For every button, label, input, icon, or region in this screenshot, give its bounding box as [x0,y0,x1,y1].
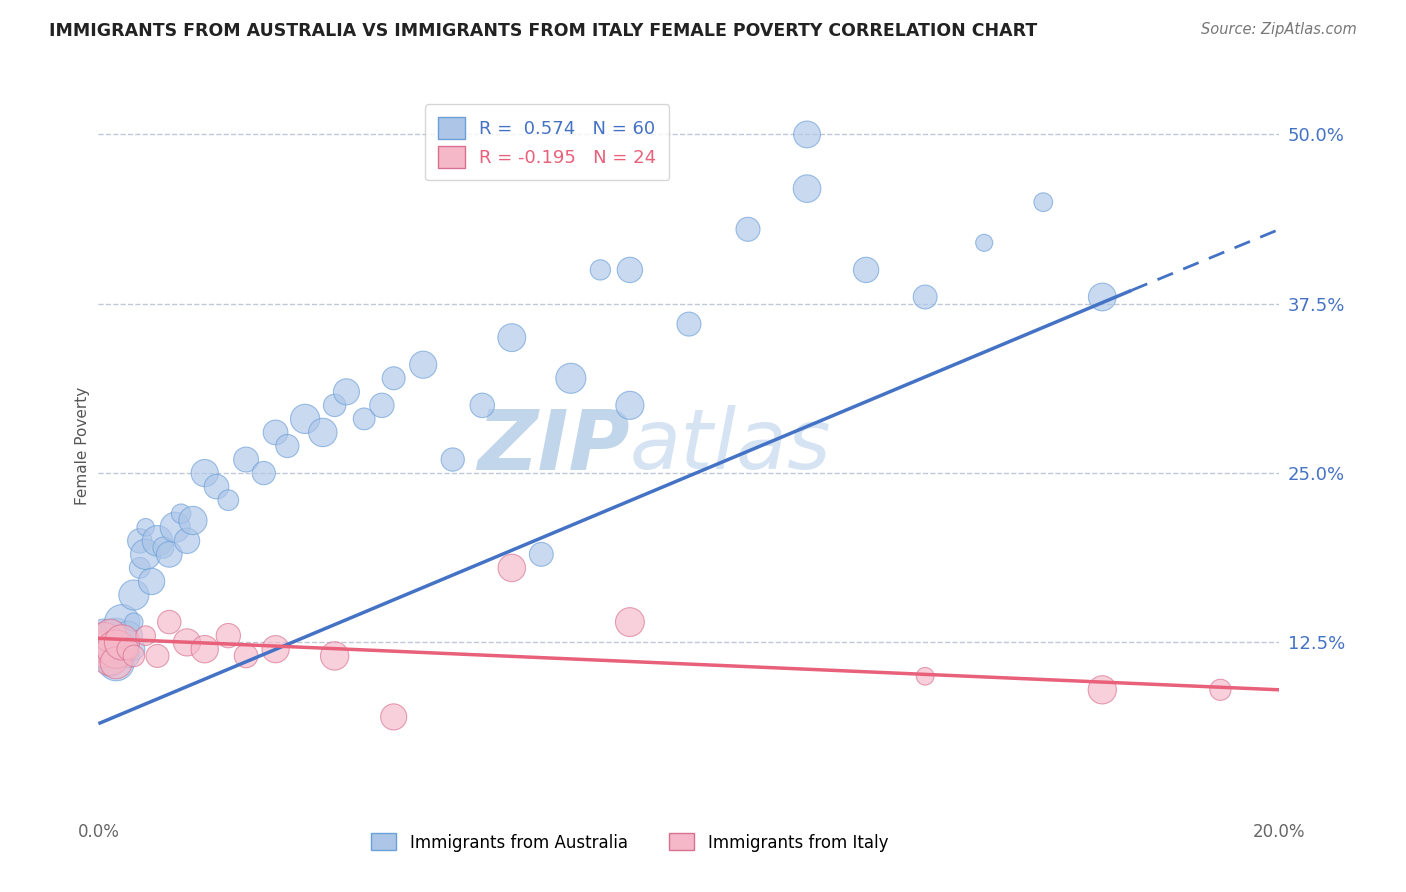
Point [235,452,257,467]
Point [122,615,145,629]
Point [105,656,128,670]
Point [353,412,375,426]
Point [855,263,877,277]
Point [294,412,316,426]
Point [678,317,700,331]
Point [235,648,257,663]
Point [914,669,936,683]
Point [619,398,641,412]
Point [194,642,217,657]
Point [589,263,612,277]
Point [382,710,405,724]
Point [796,128,818,142]
Point [93,635,115,649]
Y-axis label: Female Poverty: Female Poverty [75,387,90,505]
Point [165,520,187,534]
Point [560,371,582,385]
Point [111,642,134,657]
Point [117,629,139,643]
Point [501,561,523,575]
Point [93,642,115,657]
Point [176,533,198,548]
Text: ZIP: ZIP [477,406,630,486]
Point [128,561,150,575]
Point [117,648,139,663]
Point [105,656,128,670]
Point [111,635,134,649]
Point [135,547,157,561]
Point [276,439,298,453]
Point [146,533,169,548]
Point [98,629,121,643]
Point [98,656,121,670]
Point [122,648,145,663]
Point [619,263,641,277]
Point [412,358,434,372]
Text: IMMIGRANTS FROM AUSTRALIA VS IMMIGRANTS FROM ITALY FEMALE POVERTY CORRELATION CH: IMMIGRANTS FROM AUSTRALIA VS IMMIGRANTS … [49,22,1038,40]
Point [98,629,121,643]
Point [157,547,180,561]
Point [312,425,335,440]
Point [141,574,163,589]
Point [181,514,204,528]
Point [441,452,464,467]
Point [157,615,180,629]
Point [135,629,157,643]
Point [135,520,157,534]
Point [128,533,150,548]
Point [323,648,346,663]
Point [122,642,145,657]
Point [93,629,115,643]
Point [371,398,394,412]
Point [973,235,995,250]
Point [1091,682,1114,697]
Point [335,384,357,399]
Point [93,635,115,649]
Point [796,181,818,195]
Point [176,635,198,649]
Point [98,642,121,657]
Point [264,425,287,440]
Text: atlas: atlas [630,406,831,486]
Point [117,642,139,657]
Point [914,290,936,304]
Point [122,588,145,602]
Point [501,331,523,345]
Point [146,648,169,663]
Point [105,642,128,657]
Point [253,466,276,480]
Point [152,541,174,555]
Point [217,493,239,508]
Point [105,642,128,657]
Text: Source: ZipAtlas.com: Source: ZipAtlas.com [1201,22,1357,37]
Point [205,480,228,494]
Point [737,222,759,236]
Point [194,466,217,480]
Legend: Immigrants from Australia, Immigrants from Italy: Immigrants from Australia, Immigrants fr… [364,827,896,858]
Point [98,648,121,663]
Point [323,398,346,412]
Point [619,615,641,629]
Point [530,547,553,561]
Point [382,371,405,385]
Point [1209,682,1232,697]
Point [93,648,115,663]
Point [170,507,193,521]
Point [111,615,134,629]
Point [471,398,494,412]
Point [1032,195,1054,210]
Point [217,629,239,643]
Point [264,642,287,657]
Point [1091,290,1114,304]
Point [105,629,128,643]
